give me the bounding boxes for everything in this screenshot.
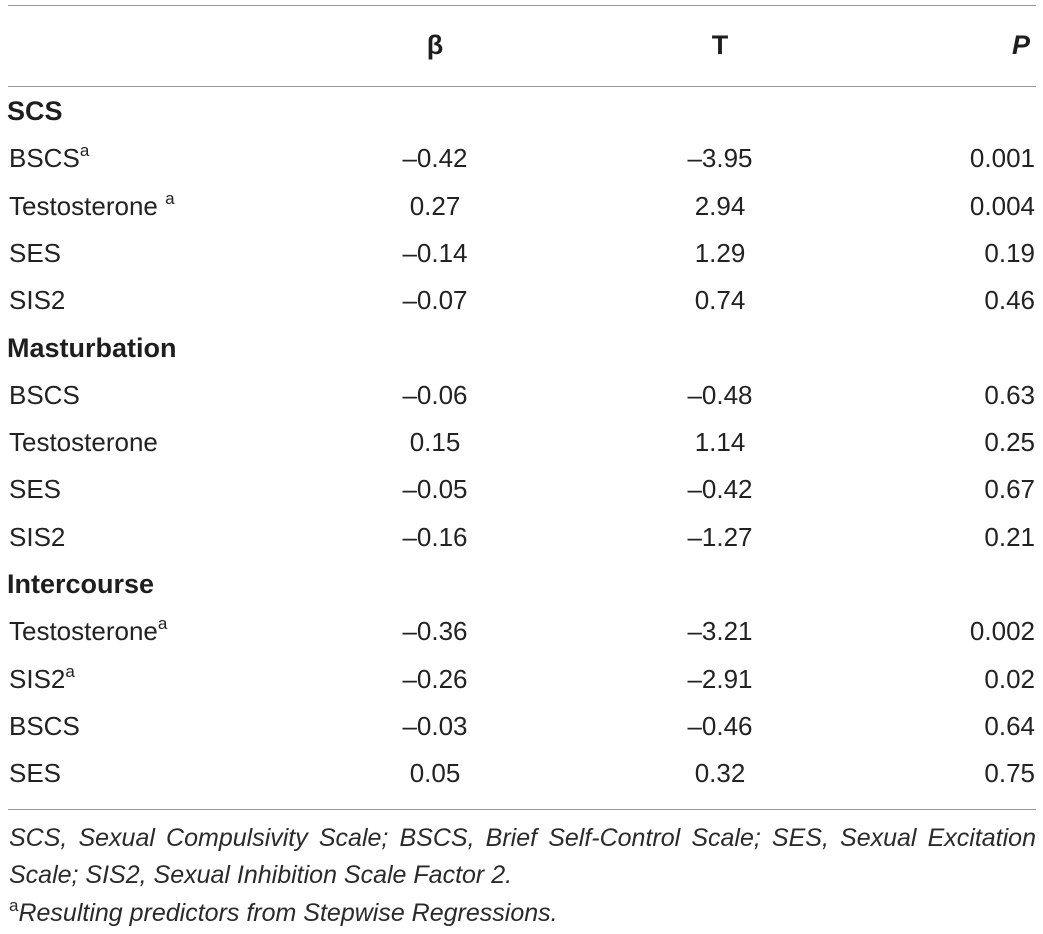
footnote-marker: a: [79, 141, 90, 161]
beta-value: –0.42: [402, 143, 468, 174]
variable-name: Testosterone: [9, 427, 158, 458]
row-variable: BSCS: [9, 375, 80, 415]
footnote-a-text: Resulting predictors from Stepwise Regre…: [18, 899, 558, 927]
table-row: Testosterone 0.15 1.14 0.25: [0, 422, 1043, 462]
variable-name: BSCS: [9, 379, 80, 410]
t-value: –2.91: [687, 663, 753, 694]
t-value: 1.29: [694, 237, 746, 268]
table-top-rule: [8, 5, 1036, 6]
beta-value: –0.07: [402, 285, 468, 316]
t-value: –1.27: [687, 521, 753, 552]
table-bottom-rule: [8, 809, 1036, 810]
t-value: 0.74: [694, 285, 746, 316]
t-value: 0.32: [694, 758, 746, 789]
p-value: 0.21: [984, 521, 1035, 552]
t-value: –0.46: [687, 710, 753, 741]
p-value: 0.002: [969, 616, 1035, 647]
row-variable: SES: [9, 753, 61, 793]
p-value: 0.004: [969, 190, 1035, 221]
row-variable: Testosteronea: [9, 611, 167, 651]
beta-value: 0.27: [409, 190, 461, 221]
t-value: 2.94: [694, 190, 746, 221]
section-title: SCS: [7, 96, 63, 126]
beta-value: –0.05: [402, 474, 468, 505]
row-variable: SIS2: [9, 517, 65, 557]
footnote-marker: a: [157, 614, 168, 634]
t-value: –3.95: [687, 143, 753, 174]
footnote-a-marker: a: [9, 896, 19, 915]
p-value: 0.25: [984, 427, 1035, 458]
variable-name: BSCS: [9, 143, 80, 174]
p-value: 0.63: [984, 379, 1035, 410]
section-title: Masturbation: [7, 332, 177, 363]
row-variable: SES: [9, 233, 61, 273]
beta-value: –0.36: [402, 616, 468, 647]
beta-value: 0.05: [409, 758, 461, 789]
t-value: –3.21: [687, 616, 753, 647]
beta-value: –0.06: [402, 379, 468, 410]
row-variable: SES: [9, 469, 61, 509]
section-title: Intercourse: [7, 569, 155, 599]
beta-value: –0.03: [402, 710, 468, 741]
p-value: 0.46: [984, 285, 1035, 316]
row-variable: Testosterone: [9, 422, 158, 462]
header-t: T: [711, 30, 729, 60]
table-row: BSCS –0.06 –0.48 0.63: [0, 375, 1043, 415]
footnote-marker: a: [65, 661, 75, 681]
beta-value: 0.15: [409, 427, 461, 458]
row-variable: SIS2a: [9, 659, 75, 699]
variable-name: Testosterone: [9, 190, 166, 221]
t-value: –0.48: [687, 379, 753, 410]
footnote-marker: a: [165, 188, 175, 208]
table-row: SES –0.14 1.29 0.19: [0, 233, 1043, 273]
table-row: BSCS –0.03 –0.46 0.64: [0, 706, 1043, 746]
header-beta: β: [426, 30, 444, 60]
table-row: Testosterone a 0.27 2.94 0.004: [0, 186, 1043, 226]
variable-name: SES: [9, 758, 62, 789]
row-variable: SIS2: [9, 280, 65, 320]
variable-name: SIS2: [9, 521, 66, 552]
p-value: 0.001: [969, 143, 1035, 174]
row-variable: BSCSa: [9, 138, 89, 178]
table-row: SIS2 –0.07 0.74 0.46: [0, 280, 1043, 320]
table-row: BSCSa –0.42 –3.95 0.001: [0, 138, 1043, 178]
beta-value: –0.26: [402, 663, 468, 694]
table-row: SIS2a –0.26 –2.91 0.02: [0, 659, 1043, 699]
header-rule: [8, 86, 1036, 87]
p-value: 0.19: [984, 237, 1035, 268]
header-p: P: [1011, 30, 1030, 60]
table-row: SIS2 –0.16 –1.27 0.21: [0, 517, 1043, 557]
variable-name: SES: [9, 237, 62, 268]
variable-name: SIS2: [9, 663, 66, 694]
p-value: 0.75: [984, 758, 1035, 789]
variable-name: SIS2: [9, 285, 66, 316]
variable-name: Testosterone: [9, 616, 158, 647]
variable-name: SES: [9, 474, 62, 505]
row-variable: BSCS: [9, 706, 80, 746]
table-row: SES 0.05 0.32 0.75: [0, 753, 1043, 793]
t-value: –0.42: [687, 474, 753, 505]
beta-value: –0.16: [402, 521, 468, 552]
variable-name: BSCS: [9, 710, 80, 741]
p-value: 0.64: [984, 710, 1035, 741]
row-variable: Testosterone a: [9, 186, 175, 226]
beta-value: –0.14: [402, 237, 468, 268]
p-value: 0.02: [984, 663, 1035, 694]
table-row: Testosteronea –0.36 –3.21 0.002: [0, 611, 1043, 651]
p-value: 0.67: [984, 474, 1035, 505]
footnote-a: aResulting predictors from Stepwise Regr…: [9, 895, 1036, 932]
footnote-abbreviations: SCS, Sexual Compulsivity Scale; BSCS, Br…: [9, 824, 1036, 889]
t-value: 1.14: [694, 427, 746, 458]
table-row: SES –0.05 –0.42 0.67: [0, 469, 1043, 509]
